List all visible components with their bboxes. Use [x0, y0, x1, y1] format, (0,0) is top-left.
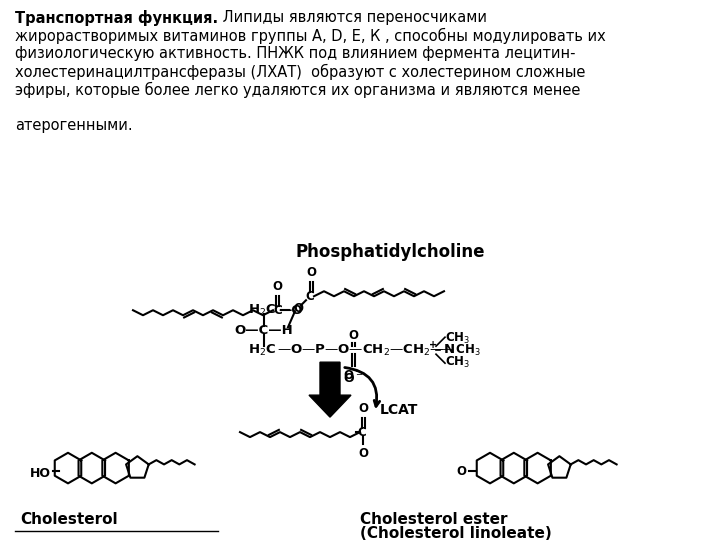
- Text: O: O: [358, 447, 368, 460]
- Text: Cholesterol ester: Cholesterol ester: [360, 512, 508, 527]
- Text: —O: —O: [278, 303, 302, 317]
- Text: +: +: [429, 340, 437, 350]
- Text: —O—P—O—CH$_2$—CH$_2$—N: —O—P—O—CH$_2$—CH$_2$—N: [277, 343, 455, 357]
- Text: CH$_3$: CH$_3$: [445, 330, 470, 346]
- Text: HO: HO: [30, 467, 50, 480]
- Text: холестеринацилтрансферазы (ЛХАТ)  образуют с холестерином сложные: холестеринацилтрансферазы (ЛХАТ) образую…: [15, 64, 585, 80]
- Text: O: O: [456, 464, 467, 477]
- Text: O$^-$: O$^-$: [343, 369, 363, 382]
- Text: C: C: [305, 290, 315, 303]
- Text: O$^-$: O$^-$: [343, 372, 364, 385]
- Text: H$_2$C: H$_2$C: [248, 303, 276, 318]
- Text: O: O: [358, 402, 368, 415]
- Text: Транспортная функция.: Транспортная функция.: [15, 10, 218, 26]
- FancyArrow shape: [309, 362, 351, 417]
- Text: O: O: [348, 329, 358, 342]
- Text: O: O: [272, 280, 282, 293]
- Text: O: O: [306, 266, 316, 279]
- Text: CH$_3$: CH$_3$: [445, 355, 470, 370]
- Text: (Cholesterol linoleate): (Cholesterol linoleate): [360, 526, 552, 540]
- Text: Phosphatidylcholine: Phosphatidylcholine: [295, 244, 485, 261]
- Text: Липиды являются переносчиками: Липиды являются переносчиками: [218, 10, 487, 25]
- Text: атерогенными.: атерогенными.: [15, 118, 132, 133]
- Text: H$_2$C: H$_2$C: [248, 343, 276, 357]
- Text: C: C: [274, 303, 282, 317]
- Text: O: O: [293, 302, 303, 315]
- Text: эфиры, которые более легко удаляются их организма и являются менее: эфиры, которые более легко удаляются их …: [15, 82, 580, 98]
- Text: C: C: [358, 426, 366, 438]
- Text: жирорастворимых витаминов группы А, D, E, К , способны модулировать их: жирорастворимых витаминов группы А, D, E…: [15, 28, 606, 44]
- Text: O—C—H: O—C—H: [234, 323, 293, 337]
- Text: LCAT: LCAT: [380, 403, 418, 417]
- Text: Cholesterol: Cholesterol: [20, 512, 117, 527]
- Text: — CH$_3$: — CH$_3$: [440, 343, 481, 357]
- Text: физиологическую активность. ПНЖК под влиянием фермента лецитин-: физиологическую активность. ПНЖК под вли…: [15, 46, 575, 61]
